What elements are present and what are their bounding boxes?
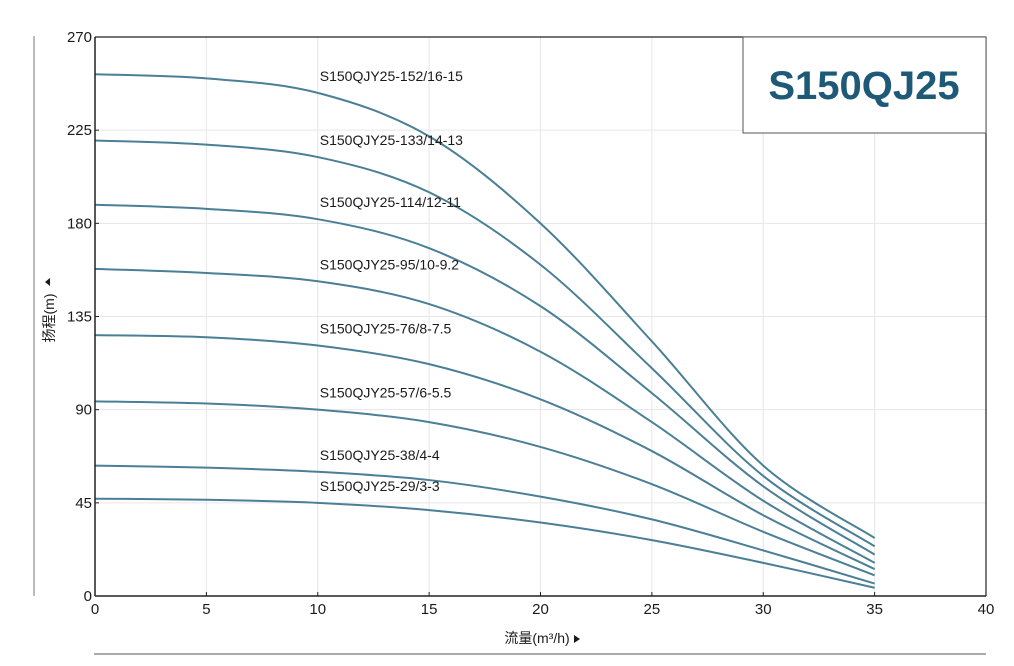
pump-curve-label-2: S150QJY25-133/14-13	[320, 132, 463, 148]
pump-curve-4	[94, 267, 876, 564]
x-tick-label: 5	[202, 601, 210, 618]
pump-curve-label-3: S150QJY25-114/12-11	[320, 194, 461, 210]
x-tick-label: 0	[91, 601, 99, 618]
x-tick-label: 10	[309, 601, 326, 618]
x-tick-label: 25	[644, 601, 661, 618]
y-tick-label: 180	[67, 215, 92, 232]
pump-curve-label-4: S150QJY25-95/10-9.2	[320, 256, 460, 272]
title-badge: S150QJ25	[742, 36, 987, 134]
y-tick-label: 270	[67, 29, 92, 46]
curve-labels-layer: S150QJY25-152/16-15 S150QJY25-133/14-13 S1…	[320, 68, 463, 494]
pump-curve-1	[94, 73, 876, 539]
pump-curve-7	[94, 464, 875, 585]
title-badge-box	[742, 36, 987, 134]
pump-curve-2	[94, 139, 876, 548]
y-axis-label: 扬程(m)	[41, 294, 57, 343]
y-tick-label: 0	[84, 588, 92, 605]
x-tick-label: 15	[421, 601, 438, 618]
x-tick-label: 35	[866, 601, 883, 618]
y-axis-arrow-icon	[45, 278, 50, 286]
pump-curve-label-7: S150QJY25-38/4-4	[320, 447, 440, 463]
x-tick-label: 30	[755, 601, 772, 618]
pump-curve-label-8: S150QJY25-29/3-3	[320, 478, 440, 494]
curves-layer	[94, 73, 876, 589]
y-tick-label: 45	[75, 495, 92, 512]
pump-curve-5	[94, 334, 876, 570]
y-tick-label: 225	[67, 122, 92, 139]
x-axis-arrow-icon	[574, 635, 580, 643]
x-axis-title: 流量(m³/h)	[504, 630, 580, 646]
x-tick-label: 20	[532, 601, 549, 618]
y-axis-title: 扬程(m)	[41, 278, 57, 343]
pump-curve-label-6: S150QJY25-57/6-5.5	[320, 385, 452, 401]
pump-curve-label-1: S150QJY25-152/16-15	[320, 68, 463, 84]
chart-title: S150QJ25	[768, 64, 959, 108]
y-tick-label: 135	[67, 309, 92, 326]
pump-curve-3	[94, 203, 876, 556]
x-axis-label: 流量(m³/h)	[504, 630, 569, 646]
y-tick-label: 90	[75, 402, 92, 419]
pump-curve-label-5: S150QJY25-76/8-7.5	[320, 320, 452, 336]
pump-curve-8	[94, 497, 875, 589]
x-tick-label: 40	[978, 601, 995, 618]
pump-curve-6	[94, 400, 875, 577]
